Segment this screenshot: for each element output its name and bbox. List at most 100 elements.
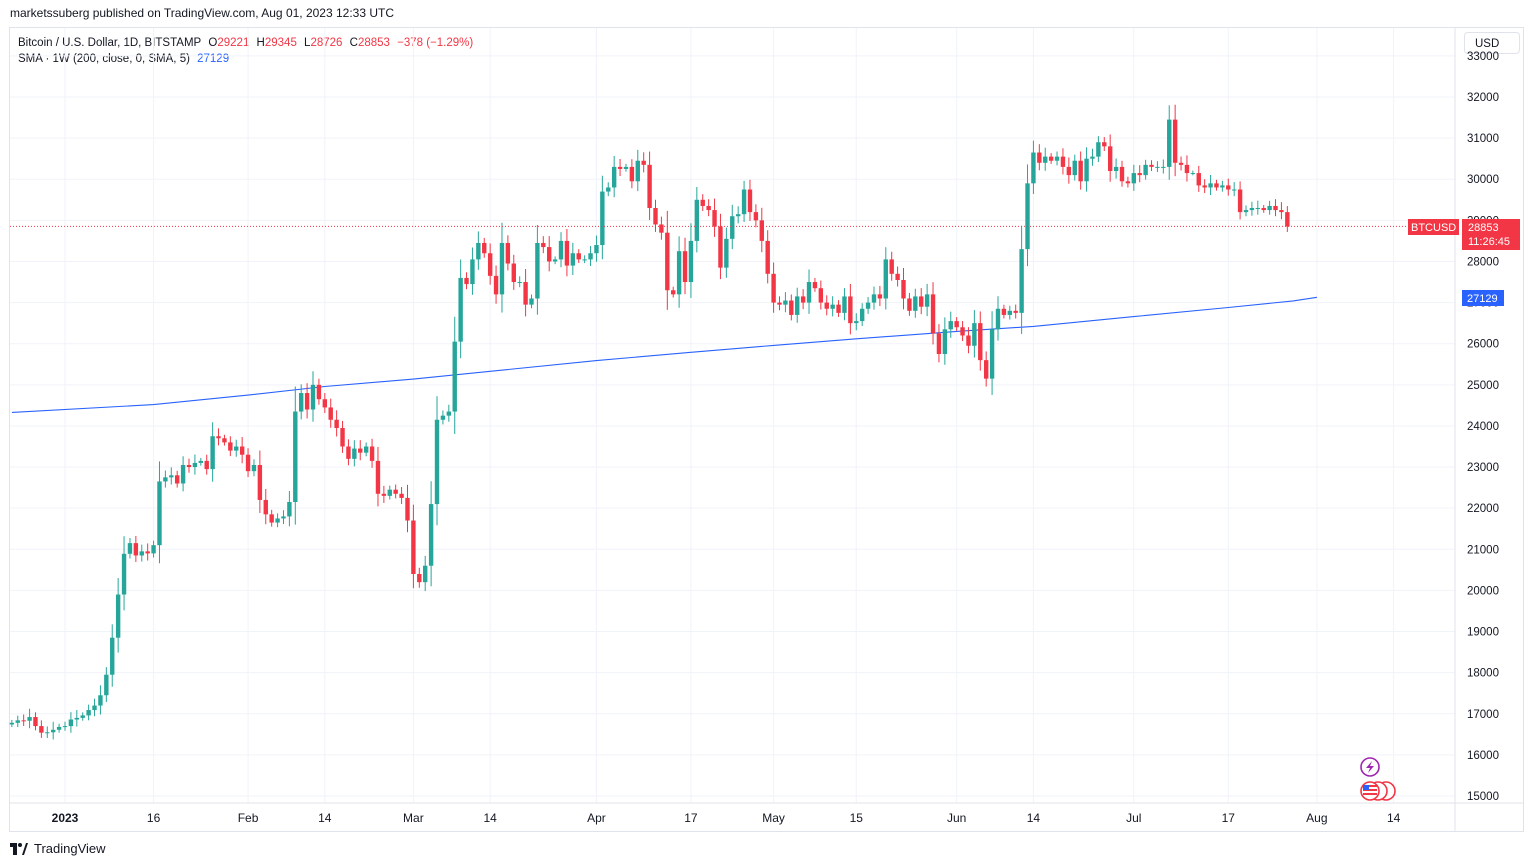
- candle-body: [381, 493, 387, 496]
- candle: [895, 266, 900, 287]
- candle-body: [653, 208, 658, 225]
- candle: [1043, 147, 1048, 171]
- candle-body: [1025, 183, 1030, 250]
- candle-body: [163, 477, 168, 482]
- candle: [411, 504, 416, 589]
- candle-body: [570, 253, 576, 266]
- candle: [257, 450, 263, 513]
- candle-body: [139, 551, 144, 556]
- candle-body: [1143, 164, 1148, 176]
- candle: [1001, 304, 1007, 319]
- candle-body: [1125, 181, 1131, 184]
- candle-body: [694, 199, 700, 241]
- candle-body: [452, 341, 457, 412]
- candle-body: [1161, 166, 1166, 168]
- candle: [1285, 206, 1290, 232]
- candle-body: [1048, 156, 1054, 161]
- candle-body: [859, 308, 865, 322]
- price-axis: 15000 16000 17000 18000 19000 20000 21000 22000…: [1467, 51, 1499, 803]
- candle: [1007, 305, 1012, 320]
- candle-body: [50, 729, 56, 733]
- candle-body: [741, 189, 747, 215]
- y-tick-label: 33000: [1467, 51, 1499, 63]
- candle: [777, 296, 782, 311]
- last-price-tag-countdown: 11:26:45: [1468, 236, 1510, 248]
- candle: [859, 303, 865, 327]
- y-tick-label: 23000: [1467, 462, 1499, 474]
- candle: [641, 152, 646, 173]
- us-flag-event-icon[interactable]: [1360, 781, 1396, 801]
- candle-body: [186, 465, 192, 468]
- candle: [582, 255, 587, 264]
- legend-symbol[interactable]: Bitcoin / U.S. Dollar, 1D, BITSTAMP: [18, 37, 202, 49]
- y-tick-label: 19000: [1467, 627, 1499, 639]
- candle: [1279, 202, 1284, 220]
- candle-body: [942, 329, 948, 354]
- candle-body: [529, 298, 534, 305]
- candle-body: [1267, 205, 1272, 211]
- candle-body: [919, 296, 924, 307]
- candle-body: [1119, 166, 1125, 182]
- candle-body: [983, 360, 989, 379]
- candle: [1161, 159, 1166, 174]
- candle: [1178, 156, 1184, 171]
- candle: [588, 245, 593, 266]
- candle: [724, 227, 729, 278]
- candle-body: [1237, 189, 1243, 213]
- candle-body: [45, 732, 50, 734]
- candle: [700, 194, 705, 212]
- chart-grid: [10, 28, 1524, 832]
- candle-body: [671, 290, 676, 295]
- candle-body: [1231, 189, 1237, 191]
- candle: [529, 294, 534, 309]
- candle: [39, 720, 44, 738]
- candle-body: [405, 497, 410, 521]
- candle: [180, 456, 186, 492]
- x-tick-label: 16: [147, 811, 161, 825]
- candle-body: [1155, 166, 1160, 168]
- candle: [629, 159, 635, 189]
- candle: [848, 283, 853, 335]
- chart-frame: [9, 27, 1524, 832]
- candle-body: [777, 302, 782, 305]
- candle-body: [517, 282, 522, 284]
- x-tick-label: 17: [1222, 811, 1236, 825]
- candle: [617, 158, 623, 177]
- candle-body: [234, 446, 239, 451]
- candle: [960, 321, 965, 342]
- candle: [800, 289, 806, 310]
- candle-body: [1149, 164, 1154, 167]
- candle-body: [706, 205, 711, 211]
- y-tick-label: 32000: [1467, 92, 1499, 104]
- candle-body: [836, 304, 841, 313]
- lightning-event-icon[interactable]: [1360, 757, 1380, 777]
- x-tick-label: Jun: [947, 811, 966, 825]
- sma-price-tag: 27129: [1462, 290, 1504, 306]
- candle-body: [263, 499, 268, 515]
- candle-body: [818, 288, 824, 303]
- candle: [127, 537, 133, 559]
- currency-button[interactable]: USD: [1464, 32, 1520, 54]
- candle: [204, 454, 209, 475]
- candle-body: [948, 321, 953, 330]
- x-tick-label: 14: [318, 811, 332, 825]
- candle: [730, 204, 735, 250]
- candle: [434, 396, 440, 526]
- candle-body: [1273, 205, 1278, 211]
- legend-high-label: H: [256, 37, 265, 49]
- candle-body: [558, 240, 564, 260]
- candle-body: [98, 695, 103, 706]
- candle-body: [340, 427, 345, 447]
- candle-body: [104, 674, 109, 696]
- candle-body: [180, 465, 186, 484]
- candle: [98, 685, 103, 715]
- candle: [1196, 165, 1201, 192]
- candle: [883, 247, 888, 310]
- candle: [1066, 157, 1072, 184]
- candle-body: [505, 242, 511, 264]
- candle-body: [1137, 173, 1142, 176]
- footer-brand[interactable]: TradingView: [10, 841, 106, 856]
- candle: [671, 286, 676, 298]
- x-tick-label: 2023: [52, 811, 79, 825]
